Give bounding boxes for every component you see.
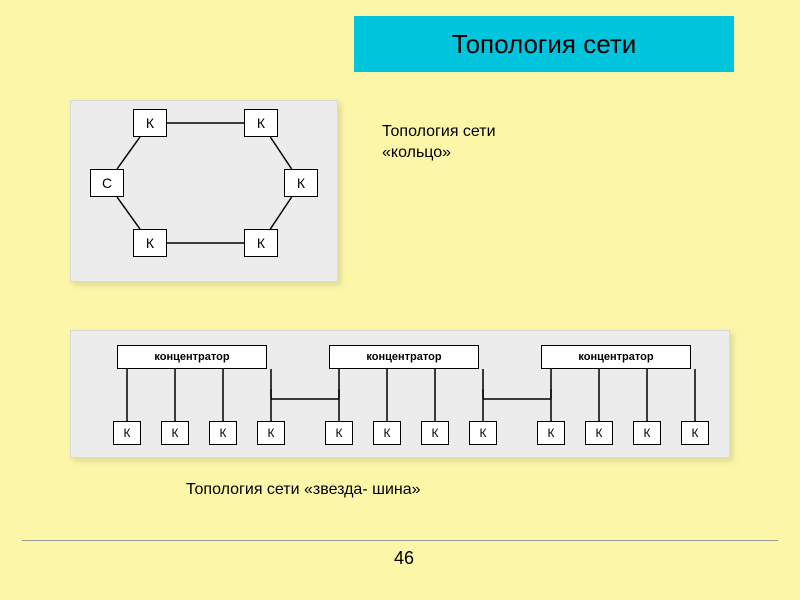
- leaf-node: К: [469, 421, 497, 445]
- leaf-node: К: [209, 421, 237, 445]
- starbus-caption: Топология сети «звезда- шина»: [186, 480, 421, 501]
- ring-caption: Топология сети«кольцо»: [382, 122, 496, 164]
- hub: концентратор: [329, 345, 479, 369]
- leaf-node: К: [257, 421, 285, 445]
- leaf-node: К: [421, 421, 449, 445]
- ring-node: К: [133, 109, 167, 137]
- leaf-node: К: [113, 421, 141, 445]
- ring-node: К: [284, 169, 318, 197]
- leaf-node: К: [373, 421, 401, 445]
- leaf-node: К: [681, 421, 709, 445]
- footer-line: [22, 540, 778, 541]
- hub: концентратор: [117, 345, 267, 369]
- ring-diagram: К К К К К С: [70, 100, 338, 282]
- title-bar: Топология сети: [354, 16, 734, 72]
- ring-node: К: [244, 229, 278, 257]
- ring-node: К: [133, 229, 167, 257]
- hub: концентратор: [541, 345, 691, 369]
- leaf-node: К: [585, 421, 613, 445]
- leaf-node: К: [633, 421, 661, 445]
- ring-node: С: [90, 169, 124, 197]
- page-number: 46: [394, 548, 414, 569]
- leaf-node: К: [325, 421, 353, 445]
- ring-node: К: [244, 109, 278, 137]
- leaf-node: К: [537, 421, 565, 445]
- leaf-node: К: [161, 421, 189, 445]
- title-text: Топология сети: [452, 29, 637, 60]
- starbus-diagram: концентраторконцентраторконцентраторКККК…: [70, 330, 730, 458]
- slide-background: [0, 0, 800, 600]
